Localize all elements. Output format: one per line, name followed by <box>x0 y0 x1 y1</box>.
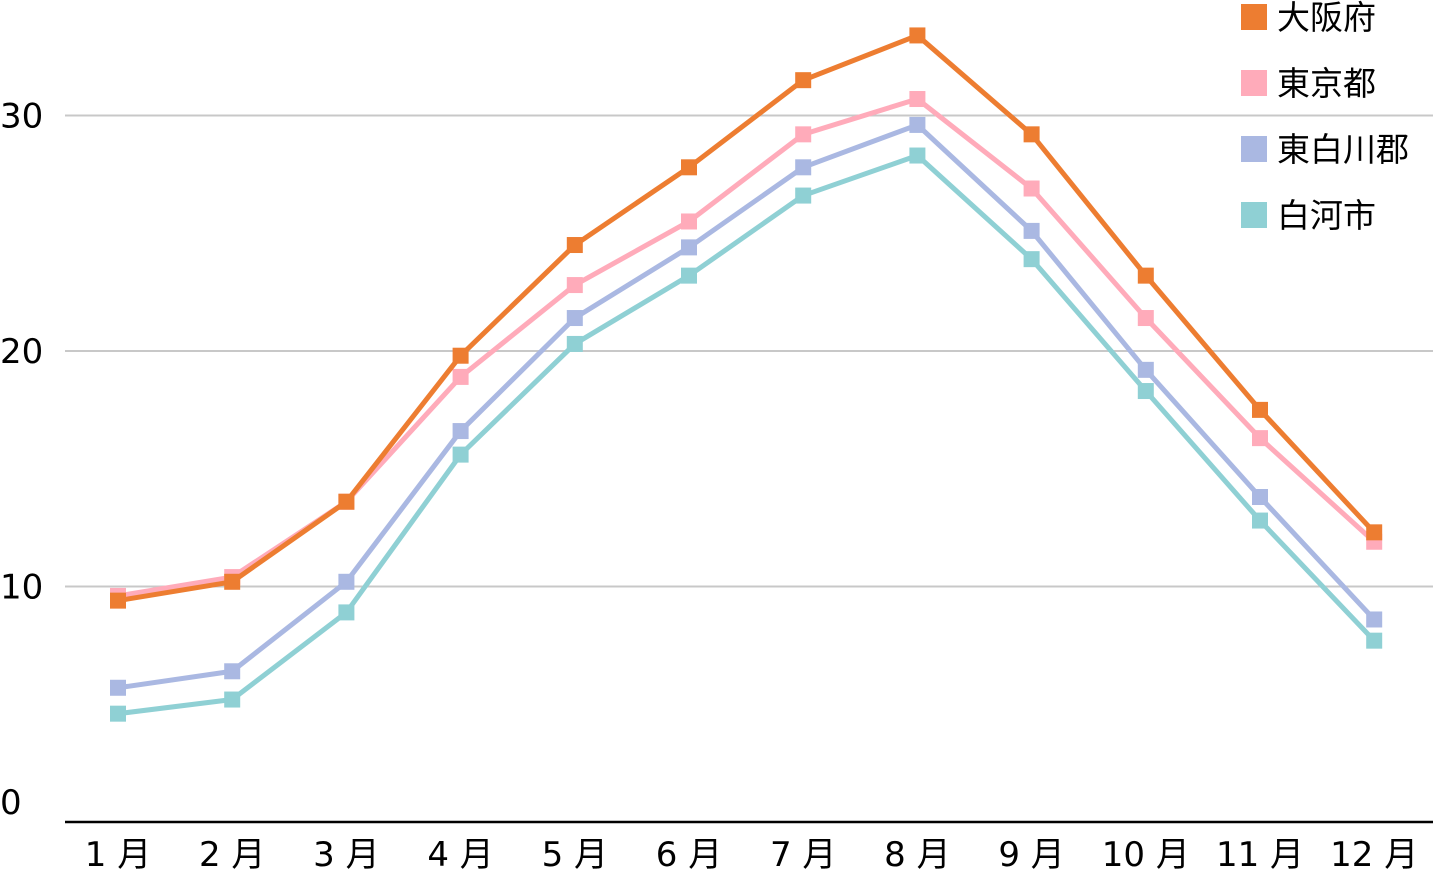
x-tick-label: 1 月 <box>85 835 151 872</box>
series-東京都 <box>110 91 1383 604</box>
legend-swatch <box>1241 4 1267 30</box>
series-lines <box>110 27 1383 722</box>
data-point <box>1137 310 1154 327</box>
legend-swatch <box>1241 136 1267 162</box>
data-point <box>110 705 126 722</box>
x-tick-label: 8 月 <box>884 835 950 872</box>
data-point <box>566 310 583 327</box>
series-line-大阪府 <box>117 32 1377 604</box>
data-point <box>1252 401 1268 418</box>
data-point <box>1252 430 1268 447</box>
data-point <box>338 604 355 621</box>
data-point <box>110 592 126 609</box>
data-point <box>681 159 697 176</box>
legend-label: 白河市 <box>1277 196 1376 235</box>
data-point <box>110 679 126 696</box>
series-line-白河市 <box>117 153 1377 717</box>
x-axis-tick-labels: 1 月 2 月 3 月 4 月 5 月 6 月 7 月 8 月 9 月 10 月 11 月 12 月 <box>85 835 1418 872</box>
data-point <box>338 573 355 590</box>
data-point <box>681 239 697 256</box>
legend-swatch <box>1241 70 1267 96</box>
legend-label: 東京都 <box>1277 64 1376 103</box>
data-point <box>795 187 812 204</box>
legend-item: 大阪府 <box>1241 0 1376 37</box>
series-line-東京都 <box>117 96 1376 599</box>
x-tick-label: 5 月 <box>542 835 608 872</box>
series-東白川郡 <box>110 116 1383 696</box>
data-point <box>224 573 241 590</box>
y-tick-label-0: 0 <box>0 783 22 823</box>
data-point <box>452 446 469 463</box>
y-tick-label-30: 30 <box>0 97 43 137</box>
series-大阪府 <box>110 27 1383 609</box>
data-point <box>909 147 926 164</box>
data-point <box>1137 361 1154 378</box>
data-point <box>909 91 926 108</box>
data-point <box>338 493 355 510</box>
x-tick-label: 11 月 <box>1216 835 1304 872</box>
data-point <box>681 213 697 230</box>
series-line-東白川郡 <box>117 122 1377 691</box>
legend-item: 東京都 <box>1241 64 1376 103</box>
series-白河市 <box>110 147 1383 722</box>
data-point <box>566 237 583 254</box>
data-point <box>1252 512 1268 529</box>
data-point <box>1023 251 1040 268</box>
data-point <box>1366 611 1383 628</box>
data-point <box>909 27 926 44</box>
legend-item: 白河市 <box>1241 196 1376 235</box>
data-point <box>909 116 926 133</box>
legend-label: 大阪府 <box>1277 0 1376 37</box>
data-point <box>566 335 583 352</box>
data-point <box>452 347 469 364</box>
x-tick-label: 12 月 <box>1330 835 1418 872</box>
legend-item: 東白川郡 <box>1241 130 1409 169</box>
y-tick-label-20: 20 <box>0 332 43 372</box>
data-point <box>681 267 697 284</box>
x-tick-label: 10 月 <box>1102 835 1190 872</box>
data-point <box>1023 180 1040 197</box>
data-point <box>224 691 241 708</box>
data-point <box>1137 383 1154 400</box>
data-point <box>1252 489 1268 506</box>
legend-swatch <box>1241 202 1267 228</box>
data-point <box>1023 222 1040 239</box>
x-tick-label: 4 月 <box>427 835 493 872</box>
x-tick-label: 2 月 <box>199 835 265 872</box>
legend-label: 東白川郡 <box>1277 130 1409 169</box>
x-tick-label: 6 月 <box>656 835 722 872</box>
data-point <box>1366 524 1383 541</box>
data-point <box>1023 126 1040 143</box>
data-point <box>224 663 241 680</box>
data-point <box>452 423 469 440</box>
gridlines <box>65 114 1433 588</box>
data-point <box>1137 267 1154 284</box>
data-point <box>1366 632 1383 649</box>
x-tick-label: 3 月 <box>313 835 379 872</box>
x-tick-label: 7 月 <box>770 835 836 872</box>
data-point <box>795 159 812 176</box>
y-axis-tick-labels: 0 10 20 30 <box>0 97 43 824</box>
data-point <box>452 368 469 385</box>
y-tick-label-10: 10 <box>0 568 43 608</box>
data-point <box>795 126 812 143</box>
x-tick-label: 9 月 <box>998 835 1064 872</box>
data-point <box>566 277 583 294</box>
data-point <box>795 72 812 89</box>
